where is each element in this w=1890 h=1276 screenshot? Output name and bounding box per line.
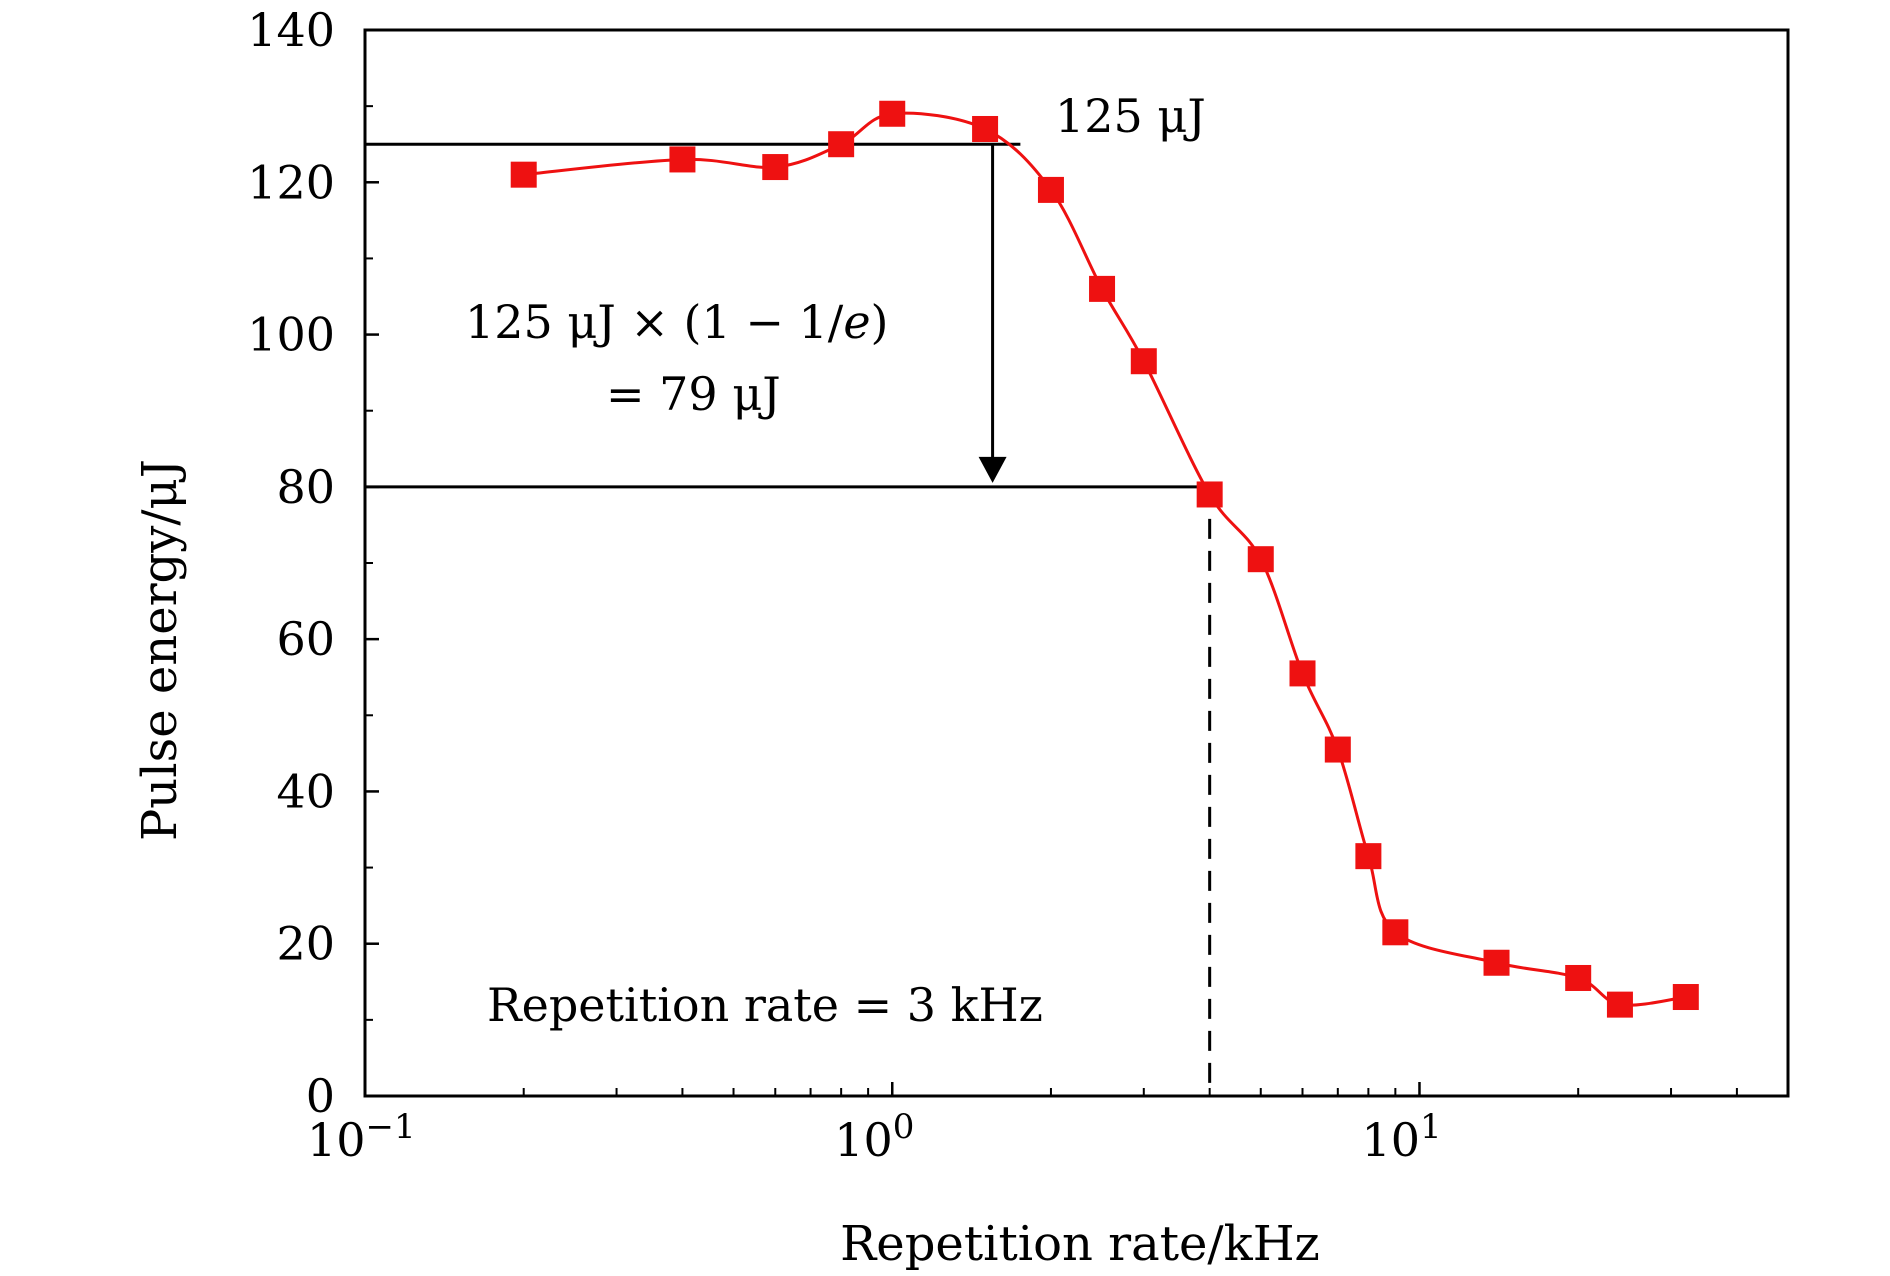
x-tick-label-exponent: 1 xyxy=(1420,1107,1442,1147)
data-point-marker xyxy=(1565,964,1592,991)
data-point-marker xyxy=(762,154,789,181)
x-tick-label-base: 10 xyxy=(1361,1113,1420,1167)
x-axis-label: Repetition rate/kHz xyxy=(840,1216,1320,1272)
data-point-marker xyxy=(1130,348,1157,375)
data-point-marker xyxy=(1289,660,1316,687)
data-point-marker xyxy=(972,115,999,142)
x-tick-label-exponent: −1 xyxy=(366,1107,416,1147)
data-point-marker xyxy=(510,161,537,188)
data-point-marker xyxy=(1606,991,1633,1018)
data-point-marker xyxy=(879,100,906,127)
data-point-marker xyxy=(1247,546,1274,573)
y-axis-label: Pulse energy/μJ xyxy=(132,459,188,841)
y-tick-label: 140 xyxy=(247,3,335,57)
data-point-marker xyxy=(1483,949,1510,976)
y-tick-label: 100 xyxy=(247,308,335,362)
data-point-marker xyxy=(1037,176,1064,203)
data-point-marker xyxy=(828,131,855,158)
y-tick-label: 120 xyxy=(247,155,335,209)
data-point-marker xyxy=(1672,984,1699,1011)
data-point-marker xyxy=(1355,843,1382,870)
y-tick-label: 40 xyxy=(276,764,335,818)
annotation-formula-main: 125 μJ × (1 − 1/ xyxy=(465,295,844,349)
plot-frame xyxy=(363,28,1790,1098)
annotation-formula-e: e xyxy=(843,295,870,349)
annotation-formula-close: ) xyxy=(871,295,889,349)
x-tick-label-base: 10 xyxy=(307,1113,366,1167)
y-tick-label: 80 xyxy=(276,460,335,514)
annotation-79uj: = 79 μJ xyxy=(606,367,781,421)
data-point-marker xyxy=(1324,736,1351,763)
data-point-marker xyxy=(1196,481,1223,508)
y-tick-label: 60 xyxy=(276,612,335,666)
reference-lines xyxy=(365,142,1212,1096)
x-tick-label-base: 10 xyxy=(834,1113,893,1167)
series-curve xyxy=(523,111,1687,1007)
data-point-marker xyxy=(1382,919,1409,946)
annotation-125uj: 125 μJ xyxy=(1055,89,1206,143)
arrow-head xyxy=(978,456,1007,483)
data-point-marker xyxy=(669,146,696,173)
x-tick-label-exponent: 0 xyxy=(893,1107,915,1147)
x-tick-label: 101 xyxy=(1361,1107,1441,1167)
annotation-formula: 125 μJ × (1 − 1/e) xyxy=(465,295,889,349)
data-point-marker xyxy=(1089,275,1116,302)
x-tick-label: 100 xyxy=(834,1107,914,1167)
annotations: 125 μJ 125 μJ × (1 − 1/e) = 79 μJ Repeti… xyxy=(132,89,1320,1272)
y-tick-label: 20 xyxy=(276,917,335,971)
y-tick-label: 0 xyxy=(306,1069,335,1123)
annotation-rate: Repetition rate = 3 kHz xyxy=(487,978,1043,1032)
data-series xyxy=(510,100,1699,1018)
x-tick-label: 10−1 xyxy=(307,1107,416,1167)
